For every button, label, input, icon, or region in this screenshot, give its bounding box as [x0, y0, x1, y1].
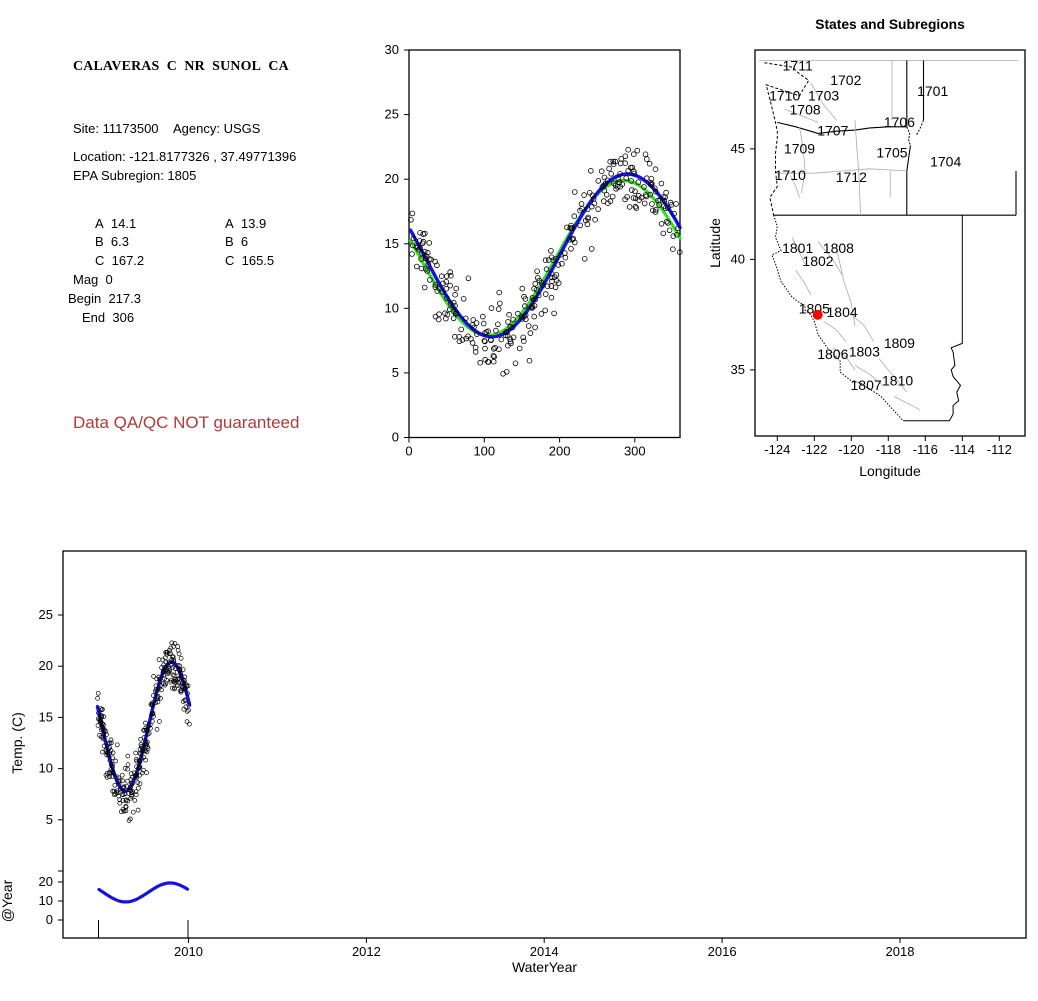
svg-text:10: 10: [39, 761, 53, 776]
svg-text:WaterYear: WaterYear: [512, 959, 577, 975]
svg-text:2018: 2018: [886, 944, 915, 959]
svg-text:2014: 2014: [530, 944, 559, 959]
svg-text:25: 25: [39, 607, 53, 622]
svg-text:10: 10: [39, 893, 53, 908]
svg-text:2016: 2016: [708, 944, 737, 959]
svg-text:15: 15: [39, 709, 53, 724]
svg-text:Temp. (C): Temp. (C): [9, 712, 25, 773]
svg-text:2010: 2010: [174, 944, 203, 959]
svg-text:5: 5: [46, 812, 53, 827]
svg-text:20: 20: [39, 874, 53, 889]
svg-text:0: 0: [46, 912, 53, 927]
svg-text:20: 20: [39, 658, 53, 673]
svg-text:2012: 2012: [352, 944, 381, 959]
svg-text:@Year: @Year: [0, 879, 15, 922]
